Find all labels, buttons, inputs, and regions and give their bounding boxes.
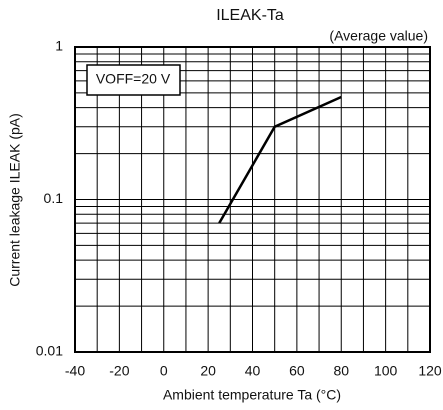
- x-tick-label: 80: [333, 363, 349, 379]
- chart-subtitle: (Average value): [329, 28, 428, 44]
- plot-frame: [74, 46, 431, 353]
- x-tick-label: 120: [418, 363, 442, 379]
- chart-title: ILEAK-Ta: [216, 7, 284, 24]
- x-tick-label: 100: [374, 363, 398, 379]
- y-tick-label: 0.01: [36, 343, 63, 359]
- annotation: VOFF=20 V: [96, 71, 171, 87]
- y-tick-label: 0.1: [44, 190, 64, 206]
- y-axis-label: Current leakage ILEAK (pA): [7, 113, 23, 287]
- annotation-box: [86, 64, 181, 96]
- data-line: [218, 95, 342, 224]
- x-tick-label: -40: [65, 363, 85, 379]
- x-tick-label: -20: [109, 363, 129, 379]
- x-tick-label: 60: [289, 363, 305, 379]
- x-tick-label: 20: [200, 363, 216, 379]
- y-tick-label: 1: [55, 38, 63, 54]
- x-axis-label: Ambient temperature Ta (°C): [163, 387, 341, 403]
- x-tick-label: 0: [160, 363, 168, 379]
- x-tick-label: 40: [245, 363, 261, 379]
